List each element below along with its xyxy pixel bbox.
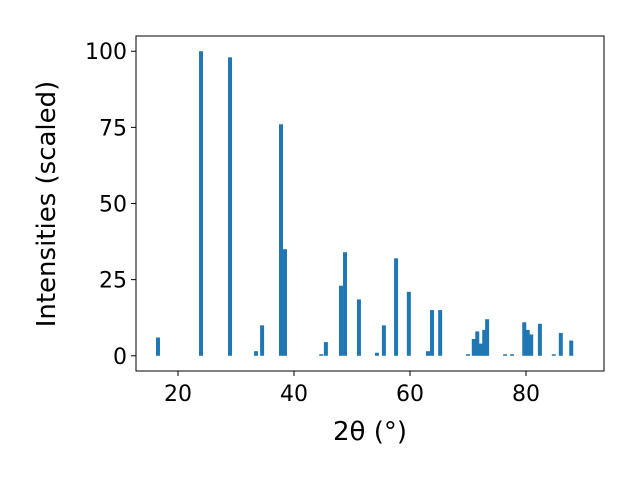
bar bbox=[482, 329, 487, 356]
y-tick-label: 75 bbox=[99, 116, 127, 141]
bar bbox=[260, 325, 265, 356]
bar bbox=[525, 329, 530, 356]
bar bbox=[283, 249, 288, 356]
bar bbox=[438, 310, 443, 356]
bar bbox=[356, 299, 361, 356]
x-tick-label: 20 bbox=[164, 382, 192, 407]
bar bbox=[465, 354, 470, 356]
bar bbox=[394, 258, 399, 356]
bar bbox=[381, 325, 386, 356]
bar bbox=[338, 285, 343, 356]
bar bbox=[425, 351, 430, 356]
bar bbox=[228, 57, 233, 356]
bar bbox=[406, 291, 411, 356]
bar bbox=[374, 352, 379, 356]
y-axis-label: Intensities (scaled) bbox=[32, 81, 62, 328]
bar bbox=[430, 310, 435, 356]
bar bbox=[471, 339, 476, 356]
bar bbox=[529, 334, 534, 356]
bar bbox=[478, 343, 483, 356]
x-tick-label: 80 bbox=[512, 382, 540, 407]
bar bbox=[323, 342, 328, 356]
y-tick-label: 100 bbox=[85, 40, 127, 65]
bar bbox=[522, 322, 527, 356]
bar bbox=[503, 354, 508, 356]
x-tick-label: 40 bbox=[280, 382, 308, 407]
bar bbox=[537, 323, 542, 356]
bar bbox=[155, 337, 160, 356]
x-axis-label: 2θ (°) bbox=[333, 417, 407, 447]
bar bbox=[254, 351, 259, 356]
bar bbox=[510, 354, 515, 356]
bar bbox=[558, 332, 563, 356]
bar bbox=[551, 354, 556, 356]
x-tick-label: 60 bbox=[396, 382, 424, 407]
bar bbox=[569, 340, 574, 356]
bar bbox=[343, 252, 348, 356]
bar bbox=[485, 319, 490, 356]
bar bbox=[475, 331, 480, 356]
y-tick-label: 25 bbox=[99, 269, 127, 294]
y-tick-label: 0 bbox=[113, 345, 127, 370]
plot-area bbox=[136, 36, 604, 371]
bar bbox=[278, 124, 283, 356]
bar bbox=[319, 354, 324, 356]
bar bbox=[199, 51, 204, 356]
y-tick-label: 50 bbox=[99, 193, 127, 218]
